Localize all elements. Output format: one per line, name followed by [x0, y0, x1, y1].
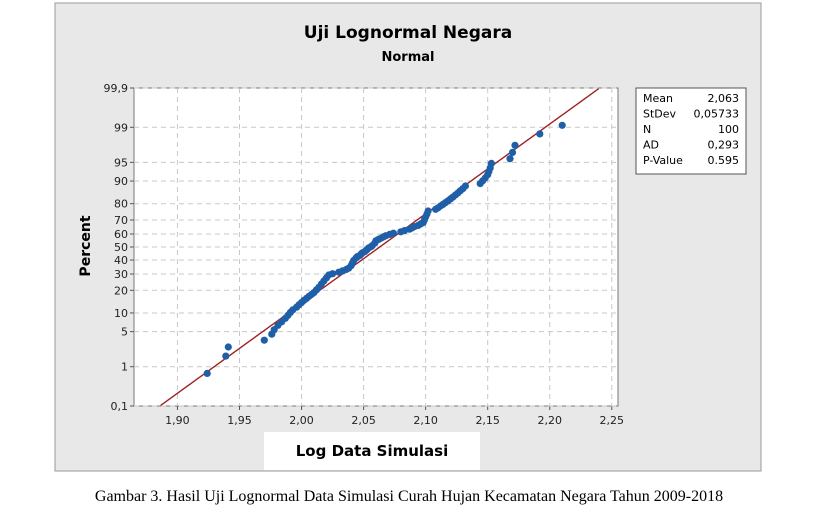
x-tick-label: 2,15 [475, 414, 500, 427]
data-point [260, 336, 268, 344]
stats-label: P-Value [643, 154, 683, 167]
x-axis-label: Log Data Simulasi [296, 442, 449, 460]
xlabel-backdrop [264, 432, 480, 470]
y-tick-label: 90 [114, 175, 128, 188]
data-point [511, 141, 519, 149]
fit-line-group [160, 88, 600, 406]
y-tick-label: 99,9 [104, 82, 129, 95]
fit-line [160, 88, 600, 406]
y-tick-label: 1 [121, 361, 128, 374]
data-point [389, 229, 397, 237]
data-point [224, 343, 232, 351]
figure-caption: Gambar 3. Hasil Uji Lognormal Data Simul… [94, 488, 724, 505]
data-point [536, 130, 544, 138]
x-tick-label: 2,05 [351, 414, 376, 427]
data-point [461, 182, 469, 190]
x-tick-label: 1,90 [165, 414, 190, 427]
stats-value: 0.595 [708, 154, 740, 167]
y-tick-label: 60 [114, 228, 128, 241]
y-tick-label: 99 [114, 121, 128, 134]
data-point [424, 207, 432, 215]
stats-value: 0,293 [708, 139, 740, 152]
stats-legend-box [635, 87, 747, 175]
data-point [558, 121, 566, 129]
chart-title: Uji Lognormal Negara [304, 23, 512, 43]
data-point [329, 270, 337, 278]
y-tick-label: 20 [114, 284, 128, 297]
stats-value: 0,05733 [694, 108, 740, 121]
stats-legend-entries: Mean 2,063 StDev 0,05733 N 100 AD 0,293 P-Value 0… [643, 92, 739, 167]
y-tick-label: 0,1 [111, 400, 129, 413]
data-point [506, 155, 514, 163]
grid-lines [130, 87, 618, 410]
x-tick-label: 2,20 [537, 414, 562, 427]
y-tick-label: 5 [121, 326, 128, 339]
y-tick-label: 70 [114, 214, 128, 227]
y-tick-label: 40 [114, 254, 128, 267]
stats-label: Mean [643, 92, 673, 105]
x-tick-label: 2,00 [289, 414, 314, 427]
data-point [203, 369, 211, 377]
y-tick-label: 10 [114, 307, 128, 320]
stats-label: StDev [643, 108, 677, 121]
y-axis-label: Percent [78, 215, 94, 276]
data-point [508, 148, 517, 156]
plot-area [133, 87, 619, 407]
stats-value: 100 [718, 123, 739, 136]
x-tick-label: 1,95 [227, 414, 252, 427]
y-tick-label: 30 [114, 268, 128, 281]
stats-label: N [643, 123, 651, 136]
data-point [487, 159, 495, 167]
stats-label: AD [643, 139, 659, 152]
y-tick-label: 95 [114, 156, 128, 169]
data-point [222, 352, 230, 360]
chart-subtitle: Normal [382, 50, 435, 65]
data-points [203, 121, 566, 377]
y-tick-label: 80 [114, 198, 128, 211]
x-tick-labels: 1,90 1,95 2,00 2,05 2,10 2,15 2,20 2,25 [165, 414, 624, 427]
x-tick-label: 2,10 [413, 414, 438, 427]
y-tick-label: 50 [114, 241, 128, 254]
stats-value: 2,063 [708, 92, 740, 105]
x-tick-label: 2,25 [600, 414, 625, 427]
